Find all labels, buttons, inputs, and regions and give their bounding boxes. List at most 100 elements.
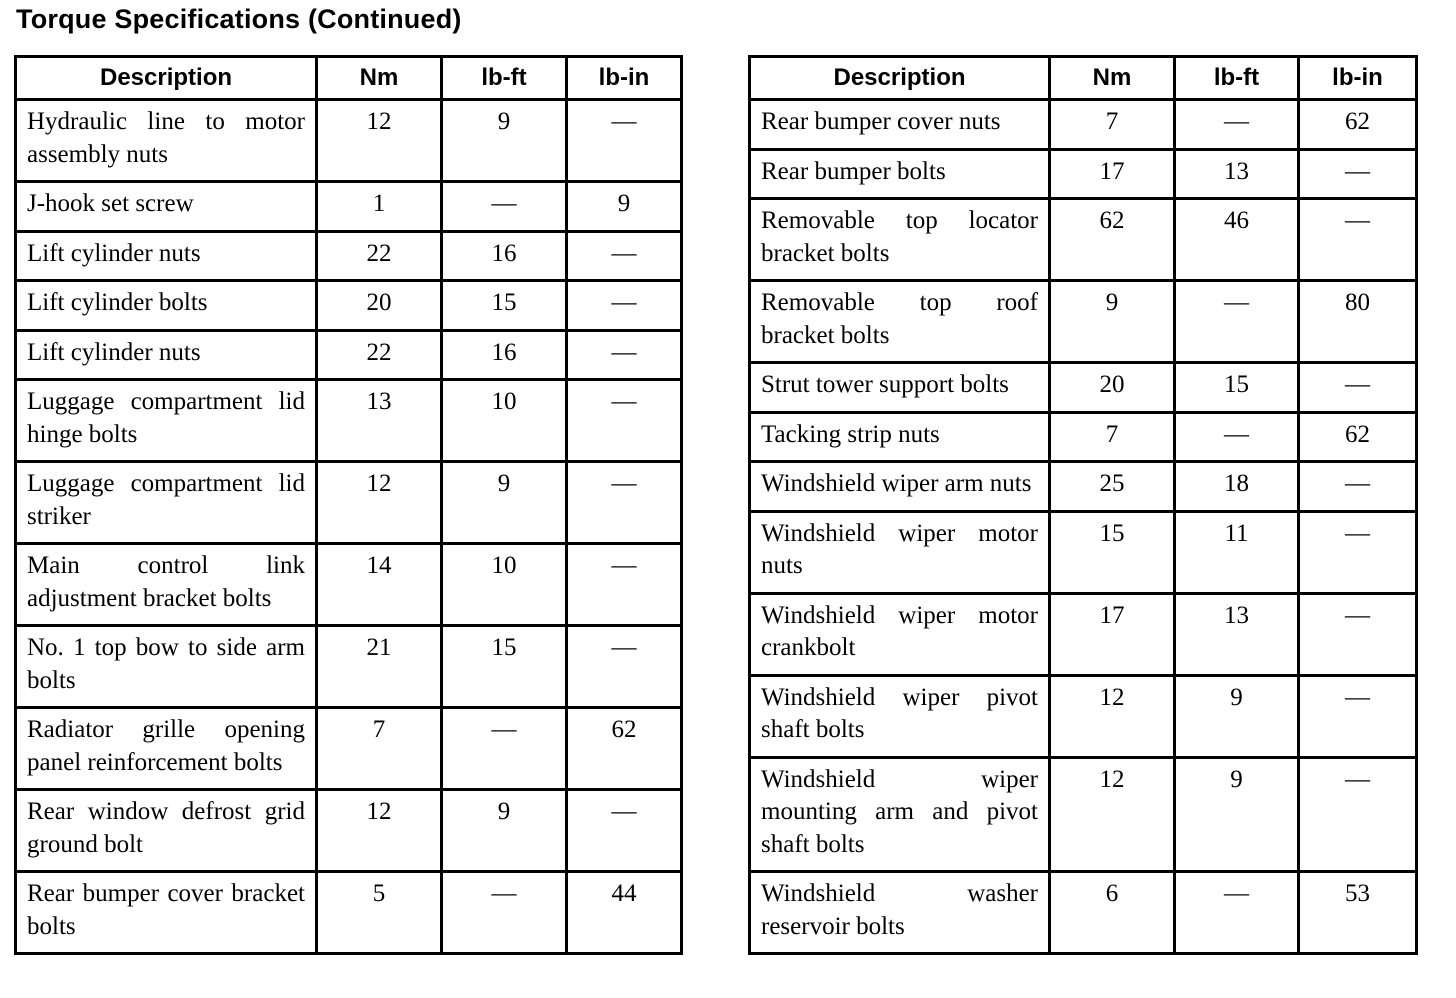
description-cell: Removable top locator bracket bolts: [748, 197, 1051, 282]
table-row: Lift cylinder nuts 22 16—: [14, 229, 683, 282]
value-cell: —: [1297, 197, 1418, 282]
value-cell: 9: [1048, 279, 1176, 364]
description-cell: Lift cylinder nuts: [14, 229, 318, 282]
description-cell: Strut tower support bolts: [748, 361, 1051, 414]
table-row: Radiator grille opening panel reinforcem…: [14, 706, 683, 791]
column-header-lb-ft: lb-ft: [1173, 55, 1300, 101]
table-body-left: Hydraulic line to motor assembly nuts 12 9…: [14, 98, 683, 955]
value-cell: —: [565, 229, 683, 282]
table-row: Luggage compartment lid striker 12 9—: [14, 460, 683, 545]
description-cell: Rear window defrost grid ground bolt: [14, 788, 318, 873]
column-header-nm: Nm: [315, 55, 443, 101]
table-row: Windshield wiper pivot shaft bolts 12 9—: [748, 673, 1418, 759]
table-row: Windshield washer reservoir bolts 6—53: [748, 870, 1418, 955]
table-row: Lift cylinder bolts 20 15—: [14, 279, 683, 332]
value-cell: —: [565, 378, 683, 463]
description-cell: Windshield wiper arm nuts: [748, 460, 1051, 513]
value-cell: —: [440, 706, 568, 791]
value-cell: —: [565, 328, 683, 381]
value-cell: 25: [1048, 460, 1176, 513]
value-cell: 13: [315, 378, 443, 463]
value-cell: 7: [315, 706, 443, 791]
value-cell: 15: [440, 624, 568, 709]
column-header-nm: Nm: [1048, 55, 1176, 101]
table-row: Windshield wiper mounting arm and pivot …: [748, 755, 1418, 873]
value-cell: 1: [315, 180, 443, 233]
description-cell: Windshield wiper motor nuts: [748, 509, 1051, 595]
value-cell: —: [1297, 361, 1418, 414]
value-cell: 17: [1048, 591, 1176, 677]
description-cell: J-hook set screw: [14, 180, 318, 233]
table-header-right: Description Nm lb-ft lb-in: [748, 55, 1418, 101]
value-cell: 9: [1173, 673, 1300, 759]
value-cell: —: [565, 460, 683, 545]
description-cell: Rear bumper cover nuts: [748, 98, 1051, 151]
value-cell: —: [440, 870, 568, 955]
value-cell: —: [1297, 509, 1418, 595]
value-cell: 62: [1297, 410, 1418, 463]
table-row: Strut tower support bolts 20 15—: [748, 361, 1418, 414]
description-cell: Hydraulic line to motor assembly nuts: [14, 98, 318, 183]
table-row: Rear window defrost grid ground bolt 12 9—: [14, 788, 683, 873]
value-cell: 80: [1297, 279, 1418, 364]
table-row: Tacking strip nuts 7—62: [748, 410, 1418, 463]
value-cell: —: [565, 788, 683, 873]
value-cell: 14: [315, 542, 443, 627]
table-row: Lift cylinder nuts 22 16—: [14, 328, 683, 381]
value-cell: 18: [1173, 460, 1300, 513]
value-cell: 16: [440, 328, 568, 381]
description-cell: No. 1 top bow to side arm bolts: [14, 624, 318, 709]
value-cell: 53: [1297, 870, 1418, 955]
column-header-lb-in: lb-in: [565, 55, 683, 101]
table-row: Rear bumper cover bracket bolts 5—44: [14, 870, 683, 955]
description-cell: Luggage compartment lid striker: [14, 460, 318, 545]
table-row: Removable top roof bracket bolts 9—80: [748, 279, 1418, 364]
table-row: Windshield wiper arm nuts 25 18—: [748, 460, 1418, 513]
value-cell: 12: [315, 788, 443, 873]
table-row: Luggage compartment lid hinge bolts 13 10—: [14, 378, 683, 463]
value-cell: 22: [315, 229, 443, 282]
value-cell: 17: [1048, 147, 1176, 200]
value-cell: —: [1297, 673, 1418, 759]
value-cell: —: [440, 180, 568, 233]
value-cell: 12: [315, 460, 443, 545]
table-row: Rear bumper bolts 17 13—: [748, 147, 1418, 200]
description-cell: Lift cylinder bolts: [14, 279, 318, 332]
page-title: Torque Specifications (Continued): [16, 4, 462, 34]
column-header-description: Description: [14, 55, 318, 101]
table-row: Removable top locator bracket bolts 62 46—: [748, 197, 1418, 282]
table-body-right: Rear bumper cover nuts 7—62 Rear bumper bo…: [748, 98, 1418, 955]
value-cell: 5: [315, 870, 443, 955]
value-cell: 9: [440, 788, 568, 873]
table-row: J-hook set screw 1—9: [14, 180, 683, 233]
value-cell: 22: [315, 328, 443, 381]
value-cell: 46: [1173, 197, 1300, 282]
value-cell: 62: [1297, 98, 1418, 151]
value-cell: 9: [565, 180, 683, 233]
description-cell: Windshield wiper mounting arm and pivot …: [748, 755, 1051, 873]
value-cell: 6: [1048, 870, 1176, 955]
value-cell: 10: [440, 542, 568, 627]
table-row: Windshield wiper motor crankbolt 17 13—: [748, 591, 1418, 677]
value-cell: 12: [315, 98, 443, 183]
value-cell: —: [1297, 755, 1418, 873]
value-cell: —: [1297, 591, 1418, 677]
value-cell: 13: [1173, 147, 1300, 200]
value-cell: 12: [1048, 673, 1176, 759]
table-row: Main control link adjustment bracket bol…: [14, 542, 683, 627]
value-cell: 13: [1173, 591, 1300, 677]
value-cell: —: [1173, 98, 1300, 151]
value-cell: —: [1173, 279, 1300, 364]
value-cell: 12: [1048, 755, 1176, 873]
description-cell: Main control link adjustment bracket bol…: [14, 542, 318, 627]
value-cell: —: [565, 624, 683, 709]
description-cell: Tacking strip nuts: [748, 410, 1051, 463]
table-row: Rear bumper cover nuts 7—62: [748, 98, 1418, 151]
description-cell: Windshield wiper motor crankbolt: [748, 591, 1051, 677]
description-cell: Radiator grille opening panel reinforcem…: [14, 706, 318, 791]
description-cell: Lift cylinder nuts: [14, 328, 318, 381]
value-cell: 10: [440, 378, 568, 463]
value-cell: —: [1297, 460, 1418, 513]
table-header-left: Description Nm lb-ft lb-in: [14, 55, 683, 101]
value-cell: 15: [440, 279, 568, 332]
